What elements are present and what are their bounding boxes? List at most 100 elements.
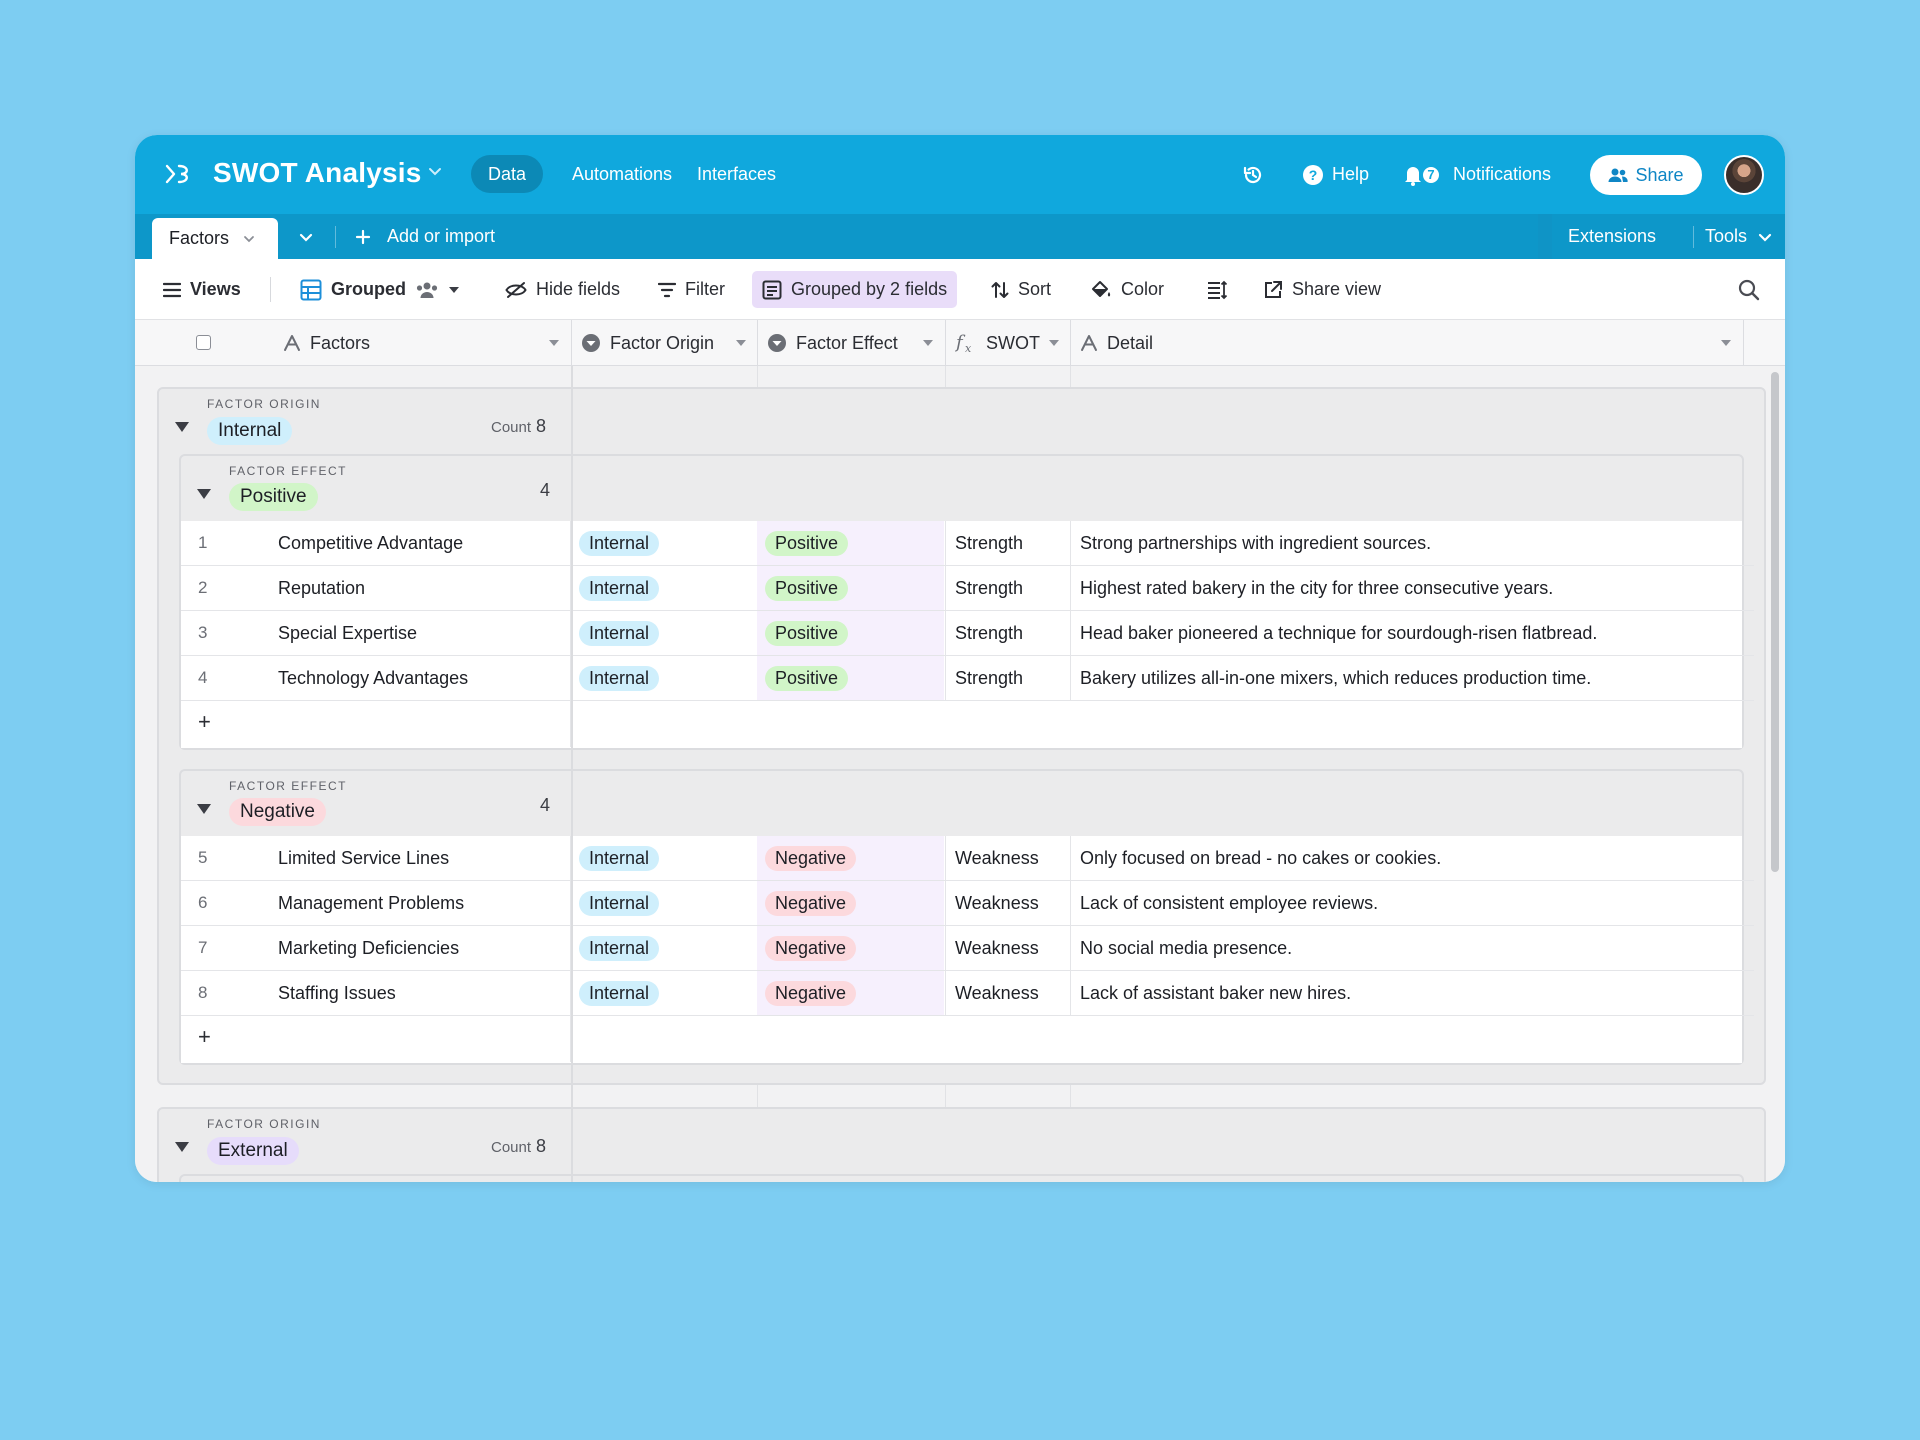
cell-effect[interactable]: Positive [757,566,944,610]
back-to-home-icon[interactable] [165,161,195,187]
vertical-scrollbar[interactable] [1771,372,1779,872]
row-height-button[interactable] [1197,271,1237,308]
nav-data[interactable]: Data [471,155,544,193]
table-row[interactable]: 3 Special Expertise Internal Positive St… [181,611,1754,656]
extensions-button[interactable]: Extensions [1568,214,1656,259]
tab-factors[interactable]: Factors [152,218,278,259]
cell-origin[interactable]: Internal [571,611,756,655]
cell-origin[interactable]: Internal [571,926,756,970]
cell-factor[interactable]: Staffing Issues [278,982,396,1003]
all-tables-dropdown[interactable] [298,214,314,259]
cell-effect[interactable]: Negative [757,836,944,880]
cell-divider [945,566,946,610]
cell-origin[interactable]: Internal [571,566,756,610]
add-record-row[interactable]: + [181,701,1754,747]
tab-divider [335,226,336,248]
base-title[interactable]: SWOT Analysis [213,157,422,188]
search-button[interactable] [1728,271,1770,308]
row-number: 4 [198,668,208,687]
cell-swot[interactable]: Weakness [955,847,1039,868]
column-label: Factors [310,332,371,353]
cell-origin[interactable]: Internal [571,881,756,925]
view-switcher[interactable]: Grouped [290,271,470,308]
column-header-factors[interactable]: Factors [283,320,370,366]
cell-effect[interactable]: Negative [757,926,944,970]
column-header-detail[interactable]: Detail [1080,320,1153,366]
color-button[interactable]: Color [1080,271,1174,308]
collapse-subgroup-icon[interactable] [197,489,211,499]
cell-effect[interactable]: Positive [757,521,944,565]
help-label: Help [1332,164,1370,184]
notifications-button[interactable]: 7 Notifications [1403,135,1551,214]
share-button[interactable]: Share [1590,155,1702,195]
cell-detail[interactable]: Bakery utilizes all-in-one mixers, which… [1080,667,1592,688]
cell-origin[interactable]: Internal [571,836,756,880]
caret-down-icon[interactable] [1720,338,1732,348]
collapse-group-icon[interactable] [175,422,189,432]
cell-detail[interactable]: Lack of assistant baker new hires. [1080,982,1352,1003]
collapse-group-icon[interactable] [175,1142,189,1152]
cell-swot[interactable]: Weakness [955,892,1039,913]
sort-button[interactable]: Sort [981,271,1061,308]
cell-factor[interactable]: Special Expertise [278,622,418,643]
cell-detail[interactable]: Only focused on bread - no cakes or cook… [1080,847,1442,868]
cell-swot[interactable]: Strength [955,667,1024,688]
history-button[interactable] [1241,135,1265,214]
caret-down-icon[interactable] [735,338,747,348]
cell-origin[interactable]: Internal [571,656,756,700]
column-header-factor-effect[interactable]: Factor Effect [767,320,898,366]
caret-down-icon[interactable] [548,338,560,348]
table-row[interactable]: 1 Competitive Advantage Internal Positiv… [181,521,1754,566]
cell-detail[interactable]: Strong partnerships with ingredient sour… [1080,532,1432,553]
cell-detail[interactable]: Head baker pioneered a technique for sou… [1080,622,1598,643]
cell-factor[interactable]: Management Problems [278,892,465,913]
cell-origin[interactable]: Internal [571,521,756,565]
add-or-import-button[interactable]: Add or import [355,214,495,259]
hide-fields-button[interactable]: Hide fields [495,271,630,308]
table-row[interactable]: 2 Reputation Internal Positive Strength … [181,566,1754,611]
cell-divider [1070,881,1071,925]
cell-detail[interactable]: Highest rated bakery in the city for thr… [1080,577,1554,598]
chevron-down-icon[interactable] [243,233,255,245]
cell-swot[interactable]: Weakness [955,937,1039,958]
user-avatar[interactable] [1724,155,1764,195]
column-header-swot[interactable]: f x SWOT [955,320,1040,366]
grid-view-icon [300,279,322,300]
cell-swot[interactable]: Strength [955,532,1024,553]
table-row[interactable]: 7 Marketing Deficiencies Internal Negati… [181,926,1754,971]
cell-swot[interactable]: Strength [955,622,1024,643]
select-all-checkbox[interactable] [196,335,211,350]
cell-detail[interactable]: No social media presence. [1080,937,1293,958]
share-view-button[interactable]: Share view [1253,271,1391,308]
table-row[interactable]: 6 Management Problems Internal Negative … [181,881,1754,926]
help-button[interactable]: ? Help [1302,135,1369,214]
cell-factor[interactable]: Competitive Advantage [278,532,464,553]
column-header-factor-origin[interactable]: Factor Origin [581,320,714,366]
add-record-row[interactable]: + [181,1016,1754,1062]
cell-effect[interactable]: Negative [757,971,944,1015]
cell-factor[interactable]: Reputation [278,577,366,598]
views-button[interactable]: Views [153,271,251,308]
cell-factor[interactable]: Marketing Deficiencies [278,937,460,958]
cell-origin[interactable]: Internal [571,971,756,1015]
nav-automations[interactable]: Automations [572,164,673,184]
table-row[interactable]: 4 Technology Advantages Internal Positiv… [181,656,1754,701]
cell-effect[interactable]: Positive [757,611,944,655]
chevron-down-icon[interactable] [427,163,443,179]
caret-down-icon[interactable] [1048,338,1060,348]
tools-button[interactable]: Tools [1705,214,1773,259]
cell-factor[interactable]: Limited Service Lines [278,847,450,868]
table-row[interactable]: 5 Limited Service Lines Internal Negativ… [181,836,1754,881]
cell-effect[interactable]: Negative [757,881,944,925]
cell-detail[interactable]: Lack of consistent employee reviews. [1080,892,1379,913]
cell-swot[interactable]: Strength [955,577,1024,598]
filter-button[interactable]: Filter [648,271,735,308]
table-row[interactable]: 8 Staffing Issues Internal Negative Weak… [181,971,1754,1016]
cell-effect[interactable]: Positive [757,656,944,700]
cell-swot[interactable]: Weakness [955,982,1039,1003]
collapse-subgroup-icon[interactable] [197,804,211,814]
group-button[interactable]: Grouped by 2 fields [752,271,958,308]
nav-interfaces[interactable]: Interfaces [697,164,777,184]
cell-factor[interactable]: Technology Advantages [278,667,469,688]
caret-down-icon[interactable] [922,338,934,348]
